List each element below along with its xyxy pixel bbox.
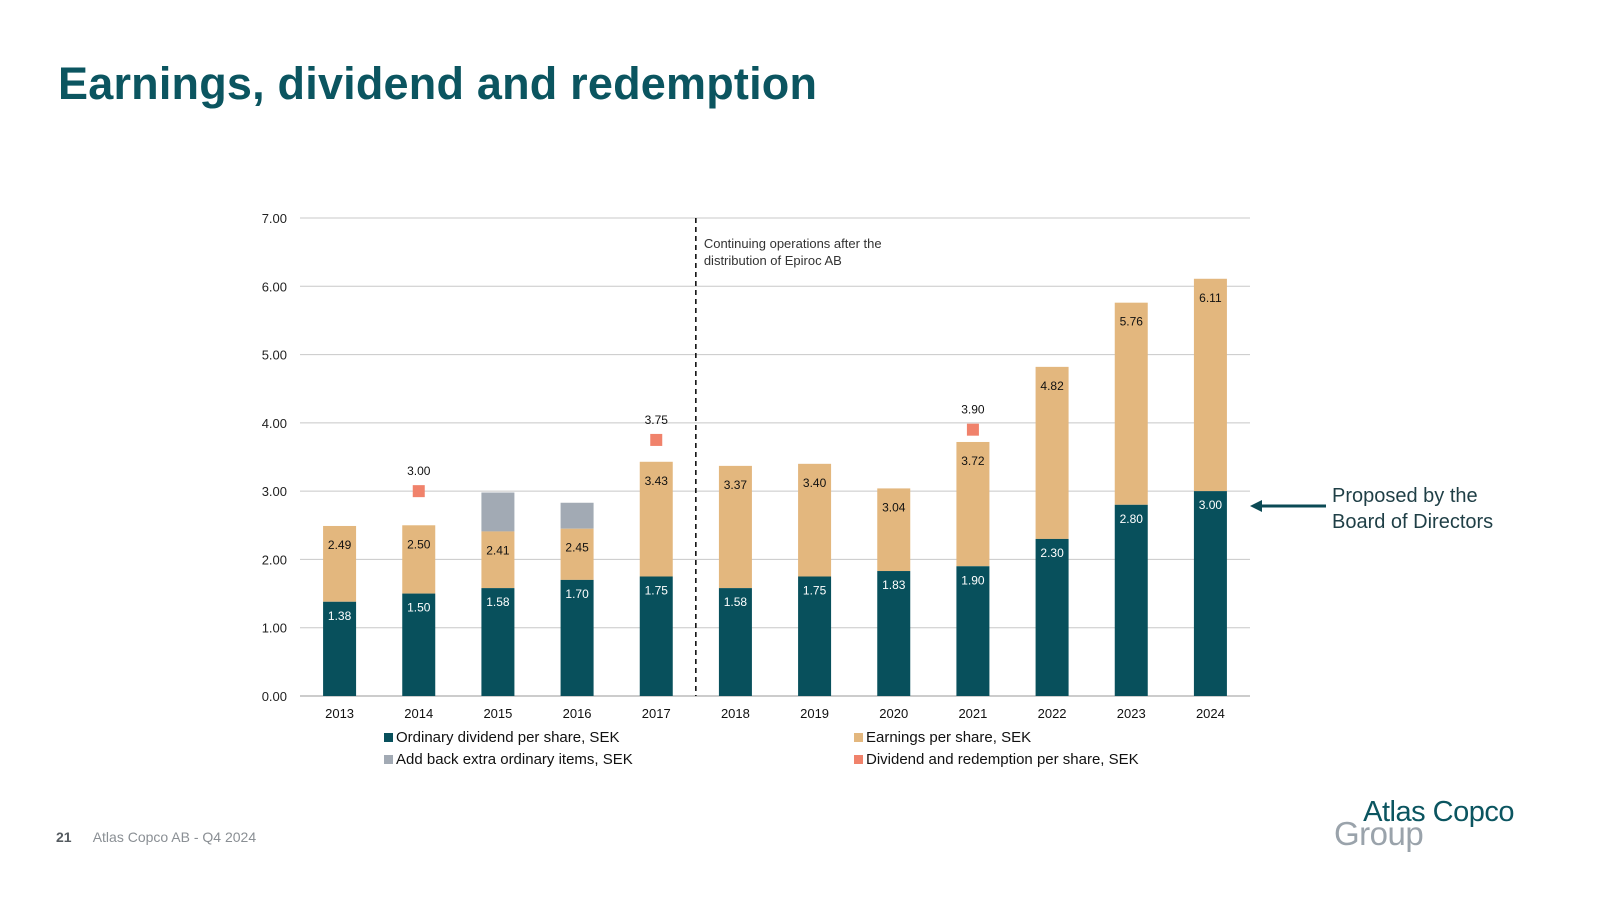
ordinary-dividend-bar xyxy=(481,588,515,696)
page-number: 21 xyxy=(56,829,72,845)
ordinary-dividend-label: 1.58 xyxy=(724,595,748,609)
y-tick-label: 3.00 xyxy=(262,484,287,499)
board-proposal-annotation: Proposed by the Board of Directors xyxy=(1332,483,1552,535)
ordinary-dividend-bar xyxy=(1193,491,1227,696)
ordinary-dividend-label: 1.50 xyxy=(407,601,431,615)
ordinary-dividend-label: 3.00 xyxy=(1199,498,1223,512)
footer-text: Atlas Copco AB - Q4 2024 xyxy=(92,829,257,845)
earnings-label: 3.37 xyxy=(724,478,748,492)
ordinary-dividend-bar xyxy=(798,576,832,696)
earnings-bar xyxy=(560,528,594,580)
earnings-bar xyxy=(481,531,515,589)
earnings-label: 2.49 xyxy=(328,538,352,552)
earnings-label: 3.40 xyxy=(803,476,827,490)
ordinary-dividend-label: 1.70 xyxy=(565,587,589,601)
ordinary-dividend-bar xyxy=(560,579,594,696)
earnings-bar xyxy=(1193,278,1227,492)
logo-line2: Group xyxy=(1334,815,1424,852)
y-tick-label: 2.00 xyxy=(262,552,287,567)
ordinary-dividend-bar xyxy=(323,601,357,696)
ordinary-dividend-label: 1.38 xyxy=(328,609,352,623)
y-tick-label: 1.00 xyxy=(262,621,287,636)
ordinary-dividend-label: 1.75 xyxy=(803,584,827,598)
x-tick-label: 2022 xyxy=(1038,706,1067,721)
earnings-label: 2.41 xyxy=(486,543,510,557)
y-tick-label: 6.00 xyxy=(262,279,287,294)
annotation-line2: Board of Directors xyxy=(1332,511,1494,533)
y-tick-label: 5.00 xyxy=(262,348,287,363)
divider-note-line2: distribution of Epiroc AB xyxy=(704,253,842,268)
y-tick-label: 4.00 xyxy=(262,416,287,431)
ordinary-dividend-bar xyxy=(1114,504,1148,696)
legend-swatch-ordinary xyxy=(384,733,393,742)
x-tick-label: 2024 xyxy=(1196,706,1225,721)
redemption-label: 3.75 xyxy=(645,413,669,427)
earnings-label: 3.04 xyxy=(882,500,906,514)
earnings-bar xyxy=(956,441,990,567)
logo-line1: Atlas Copco xyxy=(1363,796,1514,828)
earnings-label: 3.72 xyxy=(961,454,985,468)
ordinary-dividend-bar xyxy=(1035,538,1069,696)
x-tick-label: 2019 xyxy=(800,706,829,721)
atlas-copco-logo: Atlas Copco Group xyxy=(1334,796,1524,856)
x-tick-label: 2015 xyxy=(483,706,512,721)
annotation-line1: Proposed by the xyxy=(1332,485,1478,507)
earnings-bar xyxy=(798,463,832,577)
ordinary-dividend-label: 1.75 xyxy=(645,584,669,598)
redemption-label: 3.00 xyxy=(407,464,431,478)
legend-label-addback: Add back extra ordinary items, SEK xyxy=(396,751,633,768)
y-tick-label: 7.00 xyxy=(262,211,287,226)
arrow-head-icon xyxy=(1250,500,1262,512)
ordinary-dividend-label: 2.80 xyxy=(1120,512,1144,526)
ordinary-dividend-bar xyxy=(877,571,911,696)
earnings-bar xyxy=(877,488,911,572)
legend-label-redemption: Dividend and redemption per share, SEK xyxy=(866,751,1139,768)
x-tick-label: 2023 xyxy=(1117,706,1146,721)
x-tick-label: 2017 xyxy=(642,706,671,721)
ordinary-dividend-bar xyxy=(639,576,673,696)
redemption-marker xyxy=(412,485,425,498)
redemption-marker xyxy=(650,433,663,446)
legend-label-earnings: Earnings per share, SEK xyxy=(866,729,1031,746)
x-tick-label: 2014 xyxy=(404,706,433,721)
x-tick-label: 2016 xyxy=(563,706,592,721)
ordinary-dividend-label: 1.83 xyxy=(882,578,906,592)
y-tick-label: 0.00 xyxy=(262,689,287,704)
earnings-label: 3.43 xyxy=(645,474,669,488)
ordinary-dividend-bar xyxy=(718,588,752,696)
x-tick-label: 2020 xyxy=(879,706,908,721)
redemption-marker xyxy=(966,423,979,436)
earnings-label: 5.76 xyxy=(1120,315,1144,329)
earnings-bar xyxy=(718,465,752,589)
earnings-label: 2.45 xyxy=(565,541,589,555)
earnings-bar xyxy=(1114,302,1148,505)
x-tick-label: 2021 xyxy=(958,706,987,721)
legend-swatch-earnings xyxy=(854,733,863,742)
earnings-bar xyxy=(1035,366,1069,539)
x-tick-label: 2018 xyxy=(721,706,750,721)
earnings-bar xyxy=(323,525,357,602)
legend-swatch-redemption xyxy=(854,755,863,764)
ordinary-dividend-label: 2.30 xyxy=(1040,546,1064,560)
legend-label-ordinary: Ordinary dividend per share, SEK xyxy=(396,729,619,746)
legend-swatch-addback xyxy=(384,755,393,764)
x-tick-label: 2013 xyxy=(325,706,354,721)
footer: 21 Atlas Copco AB - Q4 2024 xyxy=(56,829,256,845)
divider-note-line1: Continuing operations after the xyxy=(704,236,882,251)
earnings-label: 6.11 xyxy=(1199,291,1222,305)
earnings-label: 2.50 xyxy=(407,537,431,551)
ordinary-dividend-label: 1.90 xyxy=(961,573,985,587)
earnings-bar xyxy=(639,461,673,577)
ordinary-dividend-label: 1.58 xyxy=(486,595,510,609)
earnings-label: 4.82 xyxy=(1040,379,1064,393)
addback-bar xyxy=(560,502,594,529)
ordinary-dividend-bar xyxy=(402,593,436,696)
addback-bar xyxy=(481,492,515,532)
page-title: Earnings, dividend and redemption xyxy=(58,58,818,109)
redemption-label: 3.90 xyxy=(961,403,985,417)
earnings-bar xyxy=(402,525,436,594)
ordinary-dividend-bar xyxy=(956,566,990,696)
